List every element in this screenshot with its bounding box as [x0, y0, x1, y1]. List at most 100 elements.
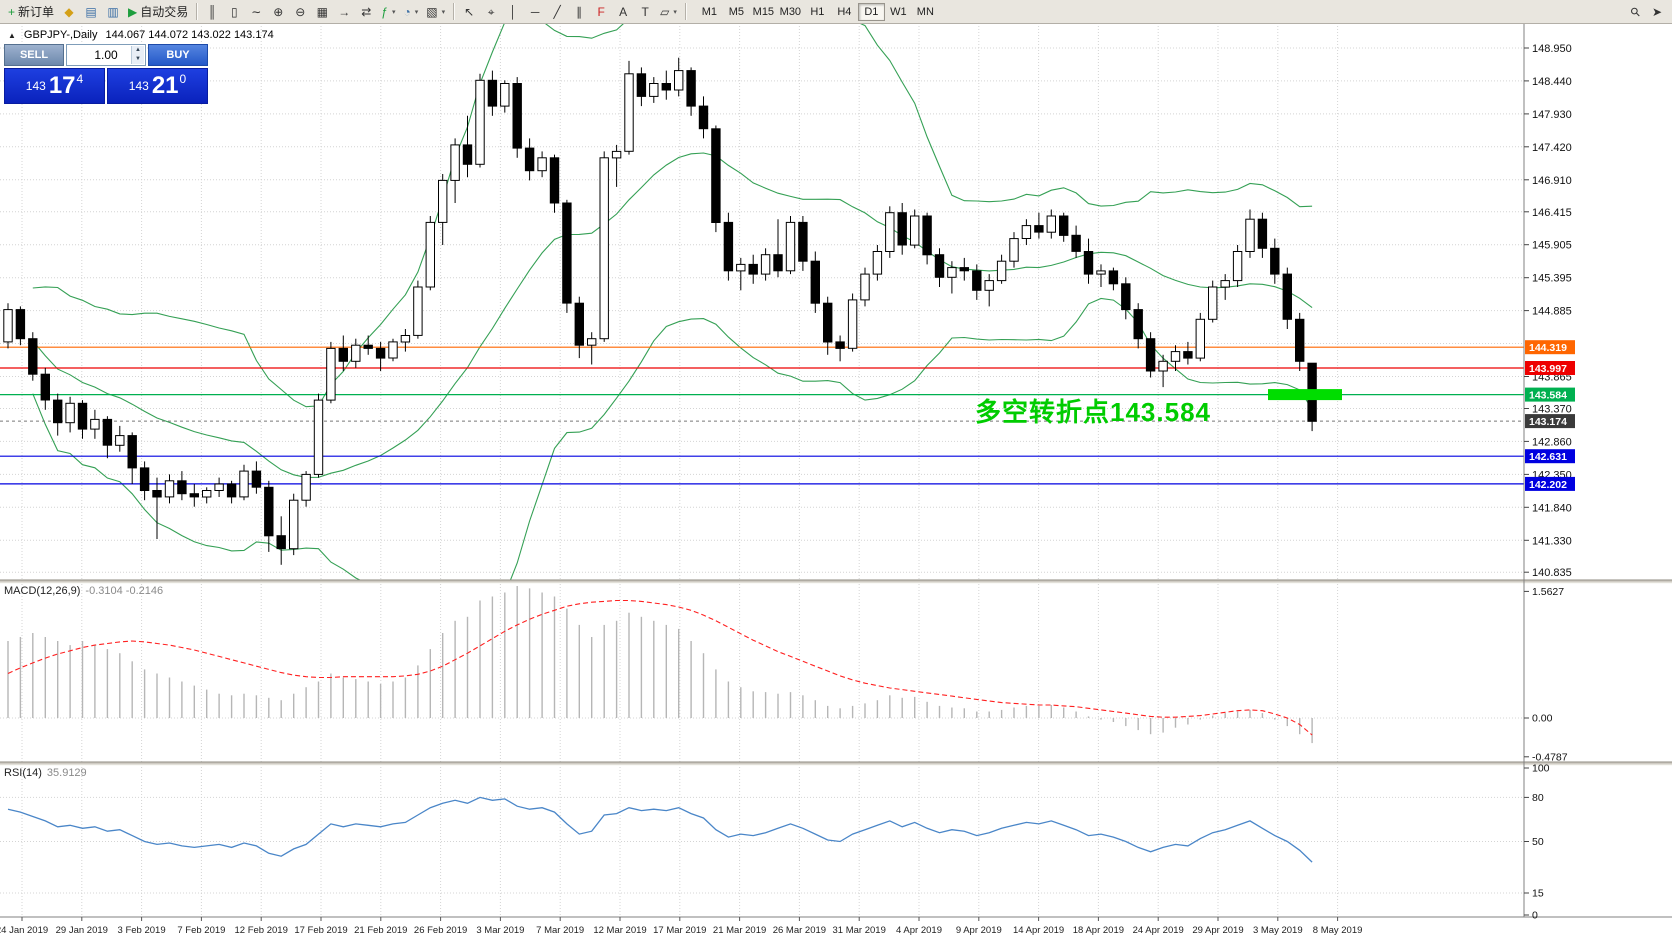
- sell-price-tile[interactable]: 143 17 4: [4, 68, 105, 104]
- price-tag-142.202: [1525, 476, 1575, 491]
- volume-field[interactable]: 1.00 ▲ ▼: [66, 44, 146, 66]
- gridlines: [0, 26, 1524, 917]
- price-tag-142.631: [1525, 449, 1575, 464]
- oneclick-collapse-icon[interactable]: ▲: [8, 30, 16, 40]
- chart-canvas[interactable]: 148.950 148.440 147.930 147.420 146.910 146.4…: [0, 24, 1672, 948]
- text-icon[interactable]: A: [612, 2, 634, 22]
- data-window-icon[interactable]: ▤: [80, 2, 102, 22]
- rsi-value: 35.9129: [46, 767, 87, 779]
- date-label: 31 Mar 2019: [833, 925, 886, 936]
- price-tag-text: 144.319: [1529, 342, 1567, 354]
- date-axis[interactable]: 24 Jan 2019 29 Jan 2019 3 Feb 2019 7 Feb 20…: [0, 917, 1362, 936]
- rsi-indicator: [7, 796, 1313, 863]
- vertical-line-icon[interactable]: │: [502, 2, 524, 22]
- line-chart-icon: ∼: [251, 4, 262, 19]
- draw-tools-group: ↖ ⌖ │ ─ ╱ ∥ F A T ▱ ▾: [458, 2, 681, 22]
- date-label: 12 Mar 2019: [593, 925, 646, 936]
- toolbar-right-group: ⚲ ➤: [1624, 2, 1668, 22]
- date-label: 7 Mar 2019: [536, 925, 584, 936]
- label-icon[interactable]: T: [634, 2, 656, 22]
- new-order-icon: +: [8, 4, 16, 19]
- tab-timeframe-h4[interactable]: H4: [831, 3, 858, 21]
- date-label: 7 Feb 2019: [177, 925, 225, 936]
- tile-windows-icon[interactable]: ▦: [311, 2, 333, 22]
- tab-timeframe-m15[interactable]: M15: [750, 3, 777, 21]
- date-label: 29 Apr 2019: [1192, 925, 1243, 936]
- tab-timeframe-m1[interactable]: M1: [696, 3, 723, 21]
- templates-icon[interactable]: ▧ ▾: [422, 2, 449, 22]
- rsi-axis-label: 50: [1532, 836, 1544, 848]
- tab-timeframe-d1[interactable]: D1: [857, 2, 885, 21]
- horizontal-line-icon[interactable]: ─: [524, 2, 546, 22]
- autotrade-button[interactable]: ▶ 自动交易: [124, 2, 192, 22]
- cursor-mode-icon: ➤: [1651, 4, 1663, 19]
- horizontal-line-icon: ─: [530, 4, 540, 19]
- horizontal-price-lines[interactable]: [0, 346, 1524, 485]
- symbol-period-title: GBPJPY-,Daily: [23, 29, 98, 41]
- market-watch-icon[interactable]: ◆: [58, 2, 80, 22]
- navigator-icon[interactable]: ▥: [102, 2, 124, 22]
- tab-timeframe-m5[interactable]: M5: [723, 3, 750, 21]
- timeframes-icon[interactable]: ◔ ▾: [399, 2, 422, 22]
- auto-scroll-icon[interactable]: →: [333, 2, 355, 22]
- date-label: 9 Apr 2019: [956, 925, 1002, 936]
- label-icon: T: [641, 4, 649, 19]
- sell-button[interactable]: SELL: [4, 44, 64, 66]
- price-axis-label: 140.835: [1532, 567, 1572, 579]
- crosshair-icon[interactable]: ⌖: [480, 2, 502, 22]
- date-label: 26 Mar 2019: [773, 925, 826, 936]
- zoom-in-icon[interactable]: ⊕: [267, 2, 289, 22]
- shapes-icon[interactable]: ▱ ▾: [656, 2, 681, 22]
- rsi-axis-label: 0: [1532, 910, 1538, 922]
- cursor-mode-icon[interactable]: ➤: [1646, 2, 1668, 22]
- price-axis-label: 144.885: [1532, 306, 1572, 318]
- macd-name: MACD(12,26,9): [4, 585, 81, 597]
- zoom-dialog-icon[interactable]: ⚲: [1624, 2, 1646, 22]
- highlight-bar[interactable]: [1268, 389, 1342, 401]
- buy-button[interactable]: BUY: [148, 44, 208, 66]
- channel-icon[interactable]: ∥: [568, 2, 590, 22]
- date-label: 21 Feb 2019: [354, 925, 407, 936]
- tile-windows-icon: ▦: [316, 4, 328, 19]
- fibonacci-icon[interactable]: F: [590, 2, 612, 22]
- trendline-icon[interactable]: ╱: [546, 2, 568, 22]
- navigator-icon: ▥: [107, 4, 119, 19]
- tab-timeframe-w1[interactable]: W1: [885, 3, 912, 21]
- tab-timeframe-m30[interactable]: M30: [777, 3, 804, 21]
- macd-axis-label: -0.4787: [1532, 751, 1568, 763]
- macd-values: -0.3104 -0.2146: [85, 585, 164, 597]
- tab-timeframe-h1[interactable]: H1: [804, 3, 831, 21]
- rsi-label: RSI(14) 35.9129: [4, 767, 87, 779]
- volume-up-icon[interactable]: ▲: [132, 46, 144, 55]
- turning-point-highlight[interactable]: [1268, 389, 1342, 401]
- indicators-icon[interactable]: ƒ ▾: [377, 2, 399, 22]
- bar-chart-icon[interactable]: ║: [201, 2, 223, 22]
- date-label: 3 Feb 2019: [118, 925, 166, 936]
- volume-down-icon[interactable]: ▼: [132, 55, 144, 64]
- crosshair-icon: ⌖: [487, 4, 495, 19]
- window-icons-group: ◆ ▤ ▥: [58, 2, 124, 22]
- volume-value: 1.00: [94, 48, 118, 62]
- volume-stepper[interactable]: ▲ ▼: [131, 46, 144, 64]
- tab-timeframe-mn[interactable]: MN: [912, 3, 939, 21]
- bollinger-bands: [32, 24, 1313, 580]
- price-tag-text: 143.997: [1529, 363, 1567, 375]
- panel-separators[interactable]: [0, 24, 1672, 918]
- chart-shift-icon: ⇄: [361, 4, 372, 19]
- macd-axis-label: 1.5627: [1532, 586, 1564, 598]
- new-order-button[interactable]: + 新订单: [4, 2, 58, 22]
- chart-annotation-text[interactable]: 多空转折点143.584: [975, 397, 1211, 427]
- cursor-icon[interactable]: ↖: [458, 2, 480, 22]
- line-chart-icon[interactable]: ∼: [245, 2, 267, 22]
- date-label: 17 Feb 2019: [294, 925, 347, 936]
- price-axis[interactable]: 148.950 148.440 147.930 147.420 146.910 146.4…: [1524, 43, 1575, 922]
- chart-shift-icon[interactable]: ⇄: [355, 2, 377, 22]
- price-tag-text: 143.174: [1529, 416, 1567, 428]
- buy-price-tile[interactable]: 143 21 0: [107, 68, 208, 104]
- candlestick-chart-icon[interactable]: ▯: [223, 2, 245, 22]
- new-order-label: 新订单: [18, 5, 55, 19]
- price-axis-label: 146.415: [1532, 207, 1572, 219]
- vertical-line-icon: │: [509, 4, 517, 19]
- zoom-out-icon[interactable]: ⊖: [289, 2, 311, 22]
